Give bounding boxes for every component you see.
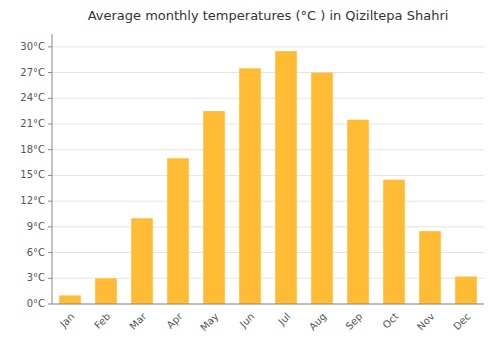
y-tick-label: 12°C <box>20 195 45 206</box>
y-tick-label: 9°C <box>27 221 45 232</box>
y-tick-label: 0°C <box>27 298 45 309</box>
grid-line <box>52 46 484 47</box>
y-tick <box>48 304 52 305</box>
x-tick-label: Aug <box>307 311 329 333</box>
y-tick <box>48 226 52 227</box>
y-tick <box>48 149 52 150</box>
y-tick-label: 15°C <box>20 169 45 180</box>
chart-container: Average monthly temperatures (°C ) in Qi… <box>0 0 500 350</box>
y-tick <box>48 46 52 47</box>
bar <box>59 295 81 304</box>
y-tick-label: 3°C <box>27 272 45 283</box>
grid-line <box>52 149 484 150</box>
y-tick <box>48 201 52 202</box>
x-tick-label: Dec <box>451 311 472 332</box>
y-tick-label: 30°C <box>20 41 45 52</box>
x-tick-label: Jul <box>275 311 292 328</box>
bar <box>95 278 117 304</box>
y-tick <box>48 252 52 253</box>
x-tick-label: May <box>198 311 220 333</box>
x-tick-label: Nov <box>415 311 437 333</box>
y-tick-labels: 0°C 3°C 6°C 9°C 12°C 15°C 18°C 21°C 24°C 27°C 30°C <box>20 41 52 309</box>
grid-line <box>52 201 484 202</box>
x-tick-label: Feb <box>92 311 112 331</box>
grid-line <box>52 72 484 73</box>
chart-svg: Average monthly temperatures (°C ) in Qi… <box>0 0 500 350</box>
bar <box>311 73 333 304</box>
y-tick-label: 24°C <box>20 92 45 103</box>
page: {"chart_data": {"type": "bar", "title": … <box>0 0 500 350</box>
bar <box>131 218 153 304</box>
y-tick <box>48 124 52 125</box>
x-tick-label: Oct <box>380 311 400 331</box>
x-tick-label: Apr <box>164 310 185 331</box>
bar <box>239 68 261 304</box>
x-tick-label: Jan <box>57 311 76 330</box>
y-grid <box>52 47 484 304</box>
grid-line <box>52 304 484 305</box>
y-tick <box>48 72 52 73</box>
x-tick-label: Mar <box>127 310 149 332</box>
x-axis-line <box>52 304 484 305</box>
y-axis-line <box>52 34 53 304</box>
x-tick-label: Sep <box>343 311 364 332</box>
bar <box>383 180 405 304</box>
grid-line <box>52 124 484 125</box>
y-tick <box>48 278 52 279</box>
x-tick-label: Jun <box>237 311 257 331</box>
bar <box>455 277 477 304</box>
bar <box>203 111 225 304</box>
y-tick <box>48 98 52 99</box>
y-tick-label: 18°C <box>20 144 45 155</box>
bar <box>167 158 189 304</box>
grid-line <box>52 98 484 99</box>
bar <box>419 231 441 304</box>
y-tick-label: 27°C <box>20 67 45 78</box>
x-tick-labels: Jan Feb Mar Apr May Jun Jul Aug Sep Oct Nov Dec <box>57 310 472 333</box>
grid-line <box>52 175 484 176</box>
y-tick-label: 6°C <box>27 247 45 258</box>
y-tick <box>48 175 52 176</box>
bar <box>347 120 369 304</box>
y-tick-label: 21°C <box>20 118 45 129</box>
grid-line <box>52 226 484 227</box>
bars <box>59 51 477 304</box>
bar <box>275 51 297 304</box>
title: Average monthly temperatures (°C ) in Qi… <box>88 8 449 23</box>
